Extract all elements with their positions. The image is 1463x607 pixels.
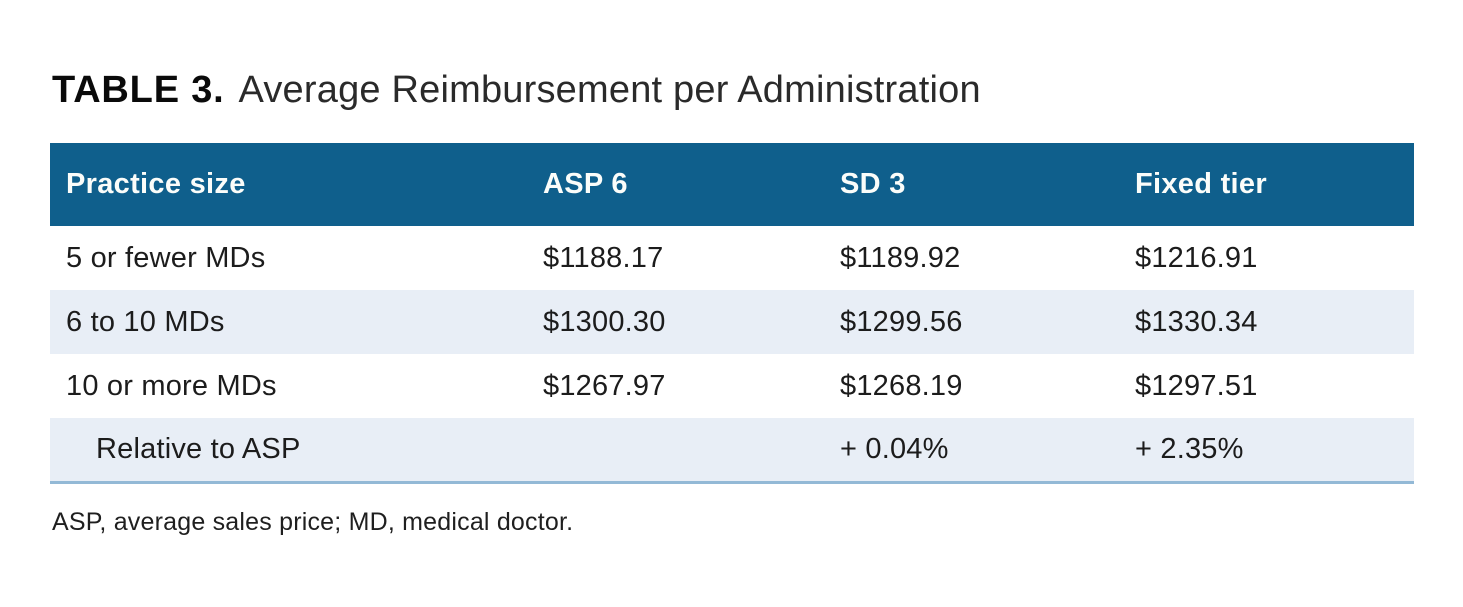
table-title-text: Average Reimbursement per Administration xyxy=(238,69,981,111)
table-row-relative-to-asp: Relative to ASP + 0.04% + 2.35% xyxy=(50,418,1414,484)
table-header-row: Practice size ASP 6 SD 3 Fixed tier xyxy=(50,143,1414,226)
table-row: 10 or more MDs $1267.97 $1268.19 $1297.5… xyxy=(50,354,1414,418)
row-label-cell: 10 or more MDs xyxy=(66,369,277,402)
column-header-sd3: SD 3 xyxy=(840,143,1135,226)
value-cell: $1297.51 xyxy=(1135,369,1258,402)
value-cell: $1299.56 xyxy=(840,290,1135,354)
table-title: TABLE 3. Average Reimbursement per Admini… xyxy=(52,69,981,112)
table-number-label: TABLE 3. xyxy=(52,69,225,111)
value-cell: $1267.97 xyxy=(543,369,666,402)
value-cell: + 2.35% xyxy=(1135,418,1414,484)
value-cell: $1268.19 xyxy=(840,369,963,402)
row-label-cell: 5 or fewer MDs xyxy=(66,241,266,274)
column-header-practice-size: Practice size xyxy=(50,143,543,226)
table-footnote: ASP, average sales price; MD, medical do… xyxy=(52,508,574,536)
value-cell: $1189.92 xyxy=(840,241,961,274)
table-row: 5 or fewer MDs $1188.17 $1189.92 $1216.9… xyxy=(50,226,1414,290)
value-cell: $1330.34 xyxy=(1135,290,1414,354)
value-cell-empty xyxy=(543,418,840,484)
value-cell: + 0.04% xyxy=(840,418,1135,484)
reimbursement-table: Practice size ASP 6 SD 3 Fixed tier 5 or… xyxy=(50,143,1414,484)
value-cell: $1188.17 xyxy=(543,241,664,274)
column-header-asp6: ASP 6 xyxy=(543,143,840,226)
row-label-cell: Relative to ASP xyxy=(50,418,543,484)
row-label-cell: 6 to 10 MDs xyxy=(50,290,543,354)
column-header-fixed-tier: Fixed tier xyxy=(1135,143,1414,226)
value-cell: $1216.91 xyxy=(1135,241,1258,274)
table-row: 6 to 10 MDs $1300.30 $1299.56 $1330.34 xyxy=(50,290,1414,354)
value-cell: $1300.30 xyxy=(543,290,840,354)
